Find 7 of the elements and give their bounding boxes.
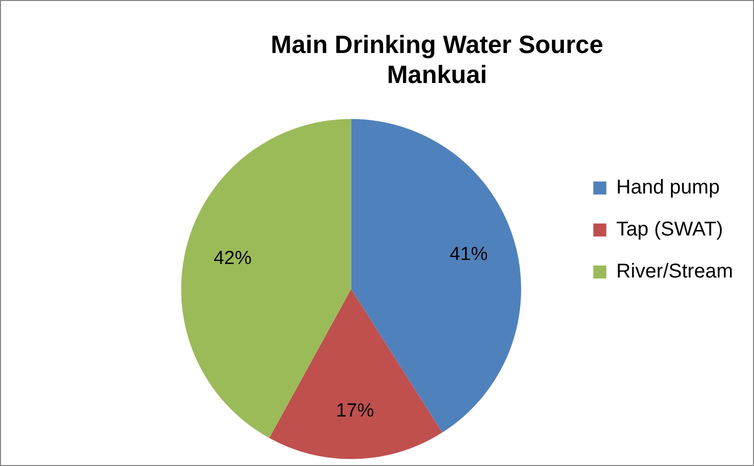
legend-label: River/Stream [616,260,734,283]
data-label: 42% [214,248,252,269]
chart-title: Main Drinking Water Source Mankuai [270,30,604,89]
data-label: 17% [336,400,374,422]
data-label: 41% [450,244,488,266]
legend-label: Tap (SWAT) [616,218,723,241]
legend-label: Hand pump [616,176,720,199]
